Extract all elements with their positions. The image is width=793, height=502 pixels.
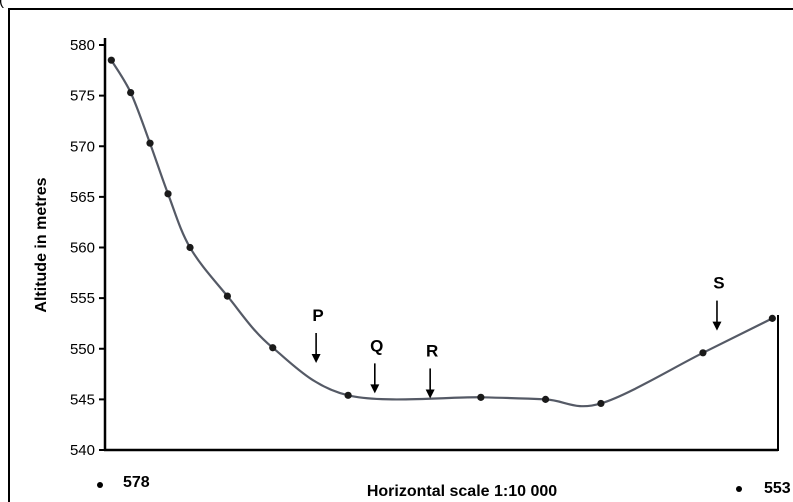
data-point [127,88,135,97]
right-endpoint-label: 553 [764,480,791,497]
y-tick-label: 540 [70,442,95,459]
data-point [597,399,605,408]
axes [103,38,779,452]
left-endpoint-dot [97,482,103,488]
left-endpoint-label: 578 [123,474,150,491]
y-tick-label: 575 [70,88,95,105]
data-point [344,391,352,399]
marker-label-q: Q [370,336,383,355]
data-point [164,190,172,198]
y-axis-title: Altitude in metres [33,177,50,312]
marker-label-p: P [312,306,323,325]
y-tick-label: 570 [70,138,95,155]
marker-label-r: R [426,341,438,360]
data-point [107,56,115,64]
data-point [186,243,194,252]
data-point [477,393,485,401]
data-point [768,314,776,322]
x-axis-title: Horizontal scale 1:10 000 [367,483,557,500]
footer: 578 Horizontal scale 1:10 000 553 [97,474,791,500]
marker-label-s: S [713,274,724,293]
data-point [699,349,707,357]
y-tick-label: 580 [70,37,95,54]
marker-arrowhead-q [370,384,380,394]
marker-arrowhead-r [425,389,435,399]
top-text-fragment: ( [0,0,4,9]
profile-curve [110,59,773,408]
y-tick-label: 550 [70,341,95,358]
y-tick-label: 560 [70,240,95,257]
data-point [541,395,550,403]
y-tick-label: 565 [70,189,95,206]
position-markers: P Q R S [311,274,725,399]
data-point [146,139,154,147]
marker-arrowhead-p [311,354,321,363]
figure-frame [8,8,793,502]
data-point [269,344,277,352]
y-tick-label: 555 [70,290,95,307]
right-endpoint-dot [736,486,742,492]
y-tick-label: 545 [70,391,95,408]
y-ticks: 580 575 570 565 560 555 550 545 540 [70,37,105,459]
data-points [107,56,776,408]
data-point [223,292,231,300]
marker-arrowhead-s [712,321,722,331]
